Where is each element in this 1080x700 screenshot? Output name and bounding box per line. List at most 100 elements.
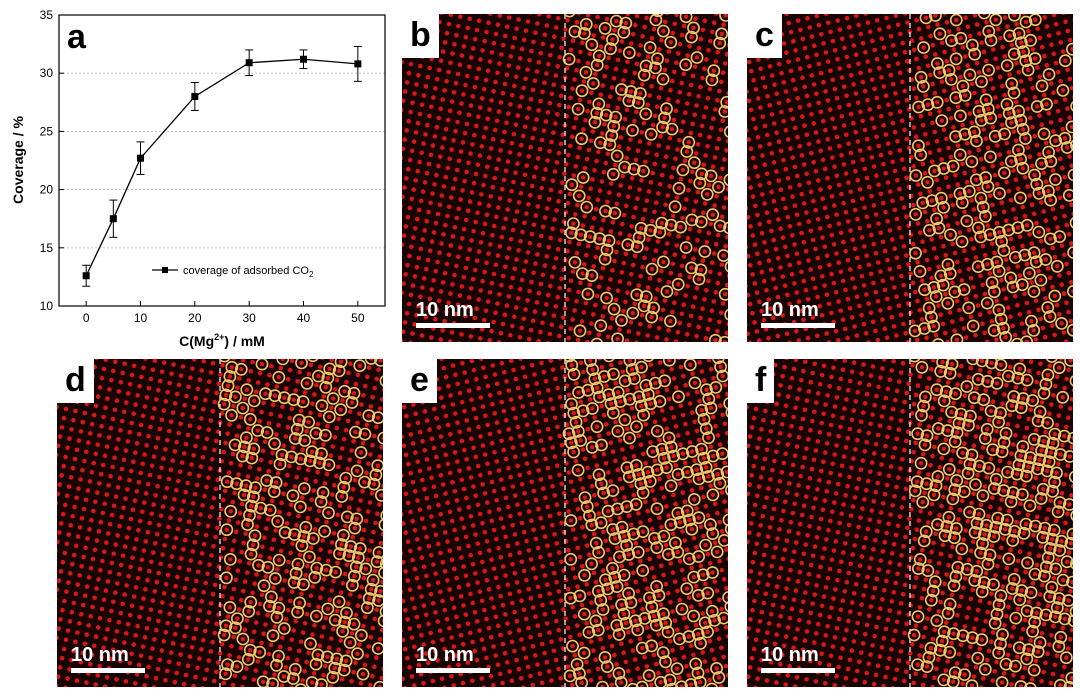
atom (630, 128, 635, 133)
co2-circle (653, 225, 667, 239)
atom (1036, 191, 1042, 196)
atom (1022, 213, 1028, 219)
atom (285, 607, 291, 613)
atom (405, 214, 411, 220)
atom (342, 571, 348, 577)
atom (810, 237, 816, 243)
atom (273, 480, 279, 485)
atom (584, 252, 589, 258)
atom (208, 418, 214, 423)
atom (1020, 243, 1025, 249)
atom (515, 161, 520, 166)
atom (338, 590, 344, 595)
atom (244, 570, 250, 575)
atom (227, 653, 232, 658)
atom (216, 564, 222, 569)
atom (578, 49, 583, 55)
atom (484, 655, 489, 661)
atom (210, 591, 216, 597)
co2-circle (999, 330, 1013, 342)
atom (717, 223, 723, 229)
atom (57, 443, 61, 449)
atom (638, 274, 643, 279)
atom (416, 662, 422, 668)
atom (513, 376, 519, 382)
atom (661, 259, 666, 265)
atom (71, 552, 77, 558)
atom (1031, 289, 1037, 294)
atom (545, 465, 551, 471)
atom (375, 511, 380, 516)
co2-circle (1011, 221, 1025, 234)
atom (679, 128, 684, 134)
atom (850, 159, 856, 165)
atom (92, 595, 97, 601)
atom (218, 372, 223, 377)
co2-circle (987, 285, 1001, 299)
x-tick-label: 30 (242, 311, 256, 325)
atom (903, 292, 909, 297)
atom (345, 514, 350, 520)
co2-circle (347, 617, 361, 631)
atom (324, 471, 330, 477)
atom (859, 273, 865, 279)
atom (642, 24, 647, 30)
atom (884, 15, 889, 21)
atom (361, 575, 367, 581)
atom (434, 124, 440, 130)
atom (876, 221, 881, 226)
atom (331, 579, 336, 584)
atom (463, 82, 468, 88)
atom (926, 305, 932, 311)
atom (593, 24, 598, 29)
atom (780, 196, 786, 202)
atom (616, 240, 621, 245)
atom (251, 677, 257, 683)
atom (424, 170, 430, 176)
co2-circle (236, 449, 249, 463)
co2-circle (974, 114, 988, 127)
atom (281, 674, 287, 679)
atom (422, 448, 428, 453)
atom (985, 223, 990, 228)
atom (595, 197, 601, 203)
co2-circle (371, 411, 383, 425)
atom (713, 338, 718, 342)
atom (316, 604, 321, 610)
atom (921, 84, 926, 89)
atom (193, 395, 199, 401)
atom (408, 509, 413, 515)
atom (536, 338, 541, 342)
atom (599, 179, 605, 184)
co2-circle (909, 169, 923, 182)
atom (377, 637, 383, 642)
atom (765, 132, 770, 138)
atom (988, 115, 993, 121)
atom (575, 584, 580, 589)
atom (270, 681, 275, 687)
atom (962, 93, 968, 98)
atom (402, 443, 407, 449)
atom (997, 191, 1002, 196)
atom (307, 554, 312, 560)
atom (489, 440, 495, 446)
atom (464, 457, 469, 462)
atom (240, 405, 246, 411)
atom (696, 276, 702, 282)
atom (279, 452, 285, 458)
atom (881, 161, 886, 167)
atom (723, 196, 728, 201)
atom (515, 296, 521, 301)
atom (289, 637, 295, 642)
atom (265, 565, 271, 570)
co2-circle (294, 683, 307, 687)
atom (894, 294, 899, 300)
atom (363, 518, 369, 524)
atom (1029, 241, 1035, 246)
atom (349, 400, 355, 405)
atom (851, 120, 856, 126)
atom (645, 333, 650, 338)
atom (683, 14, 689, 19)
co2-circle (963, 68, 977, 82)
atom (834, 134, 840, 140)
